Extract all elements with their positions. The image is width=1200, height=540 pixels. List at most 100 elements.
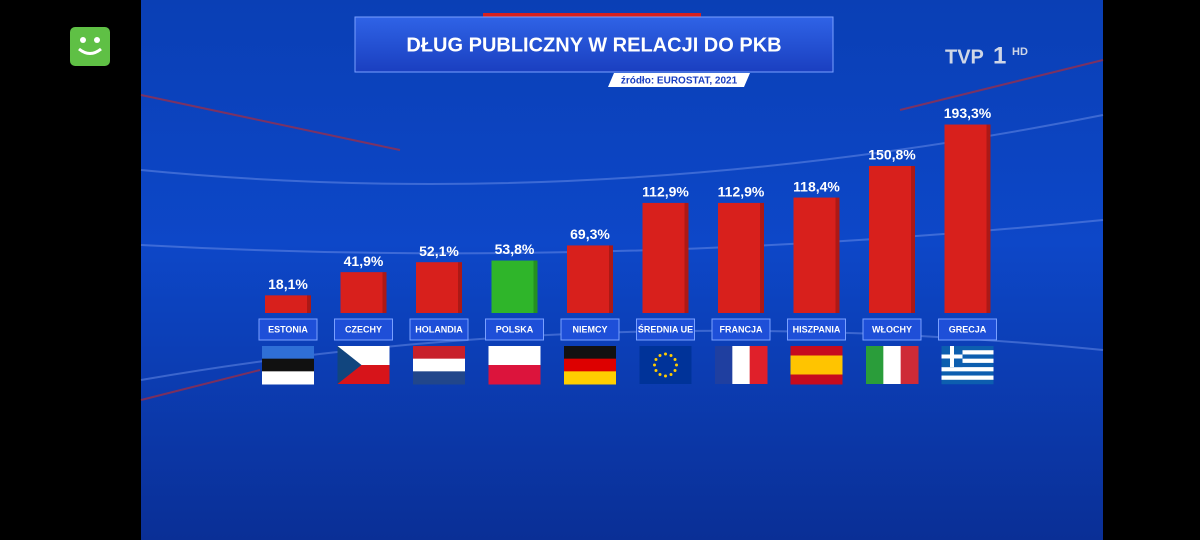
- studio-background: [141, 0, 1103, 540]
- category-label: NIEMCY: [572, 324, 607, 334]
- value-label: 52,1%: [419, 243, 459, 259]
- app-icon-eye: [94, 37, 100, 43]
- flag: [262, 371, 314, 385]
- flag: [564, 346, 616, 360]
- flag: [866, 346, 884, 384]
- bar: [567, 245, 613, 313]
- flag: [941, 354, 994, 359]
- flag: [413, 358, 465, 372]
- title-accent: [483, 13, 701, 17]
- flag-star: [654, 358, 658, 361]
- bar-shade: [835, 197, 840, 313]
- category-label: WŁOCHY: [872, 324, 912, 334]
- flag-star: [664, 374, 667, 378]
- flag: [262, 346, 314, 360]
- category-box: [409, 318, 469, 341]
- flag-star: [664, 352, 667, 356]
- bar: [416, 262, 462, 313]
- flag: [790, 374, 843, 385]
- category-box: [711, 318, 771, 341]
- bar: [869, 165, 915, 313]
- flag-star: [673, 358, 677, 361]
- bar: [718, 202, 764, 313]
- flag: [950, 346, 954, 368]
- flag-star: [658, 373, 662, 377]
- flag: [941, 350, 994, 355]
- flag: [564, 371, 616, 385]
- value-label: 112,9%: [718, 184, 765, 200]
- bar-shade: [760, 202, 764, 313]
- bar: [265, 295, 311, 313]
- category-box: [258, 318, 318, 341]
- category-box: [485, 318, 544, 341]
- category-box: [938, 318, 997, 341]
- bar-shade: [382, 272, 387, 313]
- category-label: POLSKA: [496, 324, 534, 334]
- bar-shade: [684, 202, 689, 313]
- channel-logo-suffix: HD: [1012, 46, 1028, 58]
- category-label: HISZPANIA: [793, 324, 841, 334]
- category-box: [862, 318, 922, 341]
- flag: [941, 346, 994, 351]
- app-icon-smile: [78, 47, 102, 55]
- flag: [564, 358, 616, 372]
- value-label: 150,8%: [868, 147, 916, 163]
- bar-shade: [307, 295, 311, 313]
- flag-star: [675, 363, 678, 367]
- flag-star: [653, 363, 656, 367]
- value-label: 69,3%: [570, 226, 610, 242]
- flag: [790, 346, 843, 356]
- value-label: 41,9%: [344, 253, 384, 269]
- title-box: [354, 16, 834, 73]
- value-label: 193,3%: [944, 105, 992, 121]
- flag-star: [658, 353, 662, 357]
- flag-star: [654, 369, 658, 372]
- bar-shade: [609, 245, 613, 313]
- bar-shade: [533, 260, 538, 313]
- app-icon[interactable]: [70, 27, 110, 66]
- flag: [941, 371, 994, 376]
- flag: [790, 355, 843, 366]
- flag: [639, 346, 692, 384]
- chart-title: DŁUG PUBLICZNY W RELACJI DO PKB: [406, 34, 781, 56]
- category-label: HOLANDIA: [415, 324, 463, 334]
- value-label: 18,1%: [268, 276, 308, 292]
- flag: [732, 346, 751, 384]
- category-box: [787, 318, 846, 341]
- flag: [413, 346, 465, 360]
- flag: [488, 365, 541, 385]
- flag: [715, 346, 733, 384]
- bar: [944, 124, 991, 313]
- category-box: [636, 318, 695, 341]
- flag-star: [673, 369, 677, 372]
- flag: [941, 367, 994, 372]
- channel-logo-number: 1: [993, 42, 1006, 69]
- channel-logo-name: TVP: [945, 46, 984, 68]
- bar: [340, 272, 387, 313]
- flag: [413, 371, 465, 385]
- flag-star: [669, 353, 673, 357]
- decor-red: [140, 59, 1104, 401]
- bar-shade: [986, 124, 991, 313]
- bar-shade: [911, 165, 915, 313]
- app-icon-eye: [80, 37, 86, 43]
- flag: [749, 346, 768, 384]
- category-label: FRANCJA: [719, 324, 763, 334]
- value-label: 112,9%: [642, 184, 689, 200]
- value-label: 53,8%: [495, 241, 535, 257]
- flag: [790, 365, 843, 375]
- category-box: [334, 318, 393, 341]
- flag: [900, 346, 919, 384]
- category-label: CZECHY: [345, 324, 382, 334]
- bar-shade: [458, 262, 462, 313]
- category-label: ŚREDNIA UE: [638, 323, 693, 334]
- flag: [941, 358, 994, 364]
- bar: [642, 202, 689, 313]
- flag: [337, 346, 362, 384]
- flag: [488, 346, 541, 366]
- chart-subtitle: źródło: EUROSTAT, 2021: [621, 76, 738, 87]
- flag: [941, 362, 994, 368]
- flag-star: [669, 373, 673, 377]
